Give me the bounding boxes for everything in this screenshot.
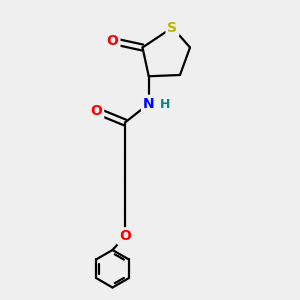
- Text: S: S: [167, 20, 178, 34]
- Text: O: O: [106, 34, 119, 48]
- Text: N: N: [143, 97, 154, 111]
- Text: O: O: [119, 229, 131, 243]
- Text: H: H: [160, 98, 170, 112]
- Text: O: O: [90, 104, 102, 118]
